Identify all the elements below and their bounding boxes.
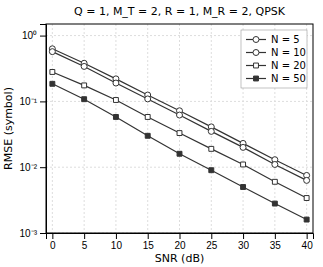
- y-axis-line: [40, 25, 47, 234]
- x-tick-mark: [275, 233, 276, 239]
- legend-label: N = 5: [271, 34, 300, 45]
- legend-label: N = 20: [271, 60, 306, 71]
- series-marker: [81, 63, 87, 69]
- series-marker: [272, 201, 277, 206]
- x-tick-mark: [243, 233, 244, 239]
- grid-line-x: [147, 24, 148, 233]
- x-tick-mark: [148, 233, 149, 239]
- chart: 051015202530354010⁻³10⁻²10⁻¹10⁰N = 5N = …: [0, 0, 323, 267]
- legend-item: N = 5: [246, 34, 300, 45]
- series-marker: [241, 162, 246, 167]
- y-tick-label: 10⁰: [22, 30, 37, 41]
- x-tick-mark: [52, 233, 53, 239]
- y-tick-mark: [40, 36, 46, 37]
- y-tick-mark: [40, 233, 46, 234]
- legend-marker: [253, 50, 259, 56]
- series-line: [52, 72, 306, 198]
- series-marker: [208, 128, 214, 134]
- y-axis: 10⁻³ 10⁻² 10⁻¹ 10⁰: [20, 25, 47, 239]
- legend-box: [241, 30, 307, 88]
- grid-line-x: [115, 24, 116, 233]
- series-marker: [50, 81, 55, 86]
- x-tick: 5: [82, 233, 88, 251]
- x-tick: 30: [238, 233, 250, 251]
- legend-item: N = 10: [246, 47, 306, 58]
- x-tick-label: 40: [302, 240, 314, 251]
- series-marker: [272, 179, 277, 184]
- y-tick-mark: [40, 167, 46, 168]
- y-tick: 10⁻²: [20, 162, 46, 173]
- y-tick: 10⁻¹: [20, 96, 46, 107]
- legend-label: N = 10: [271, 47, 306, 58]
- x-tick-mark: [307, 233, 308, 239]
- y-tick: 10⁻³: [20, 228, 46, 239]
- x-axis-line: [47, 234, 314, 240]
- grid-line-x: [52, 24, 53, 233]
- y-tick-label: 10⁻³: [20, 228, 38, 239]
- series-marker: [209, 168, 214, 173]
- series-marker: [209, 146, 214, 151]
- grid-line-x: [179, 24, 180, 233]
- x-tick-label: 35: [270, 240, 282, 251]
- x-tick-label: 5: [82, 240, 88, 251]
- series-marker: [177, 112, 183, 118]
- x-tick: 10: [111, 233, 123, 251]
- x-axis: 0 5 10 15 20 25 30 35 40: [47, 233, 314, 251]
- legend: N = 5 N = 10 N = 20 N = 50: [241, 30, 307, 88]
- x-tick-label: 0: [50, 240, 56, 251]
- series-marker: [82, 97, 87, 102]
- legend-marker: [254, 76, 259, 81]
- series-marker: [241, 185, 246, 190]
- series-line: [52, 84, 306, 220]
- legend-marker: [253, 37, 259, 43]
- x-tick-mark: [180, 233, 181, 239]
- y-tick-label: 10⁻²: [20, 162, 38, 173]
- title: Q = 1, M_T = 2, R = 1, M_R = 2, QPSK: [74, 5, 286, 18]
- legend-marker: [254, 63, 259, 68]
- series-marker: [49, 49, 55, 55]
- x-tick-label: 25: [206, 240, 218, 251]
- x-tick-label: 30: [238, 240, 250, 251]
- series-marker: [145, 96, 151, 102]
- series-marker: [177, 151, 182, 156]
- x-tick: 20: [174, 233, 186, 251]
- series-marker: [304, 196, 309, 201]
- series-marker: [145, 133, 150, 138]
- series-marker: [113, 98, 118, 103]
- y-axis-title: RMSE (symbol): [2, 87, 15, 170]
- x-axis-title: SNR (dB): [155, 252, 204, 265]
- plot-frame: [46, 24, 313, 233]
- series-marker: [113, 80, 119, 86]
- grid: [46, 24, 313, 233]
- legend-item: N = 20: [246, 60, 306, 71]
- x-tick: 25: [206, 233, 218, 251]
- series-marker: [50, 70, 55, 75]
- x-tick-mark: [116, 233, 117, 239]
- grid-line-x: [84, 24, 85, 233]
- legend-item: N = 50: [246, 73, 306, 84]
- series-marker: [82, 83, 87, 88]
- x-tick: 0: [50, 233, 56, 251]
- x-tick: 40: [302, 233, 314, 251]
- series-group: [49, 46, 309, 222]
- series-marker: [304, 177, 310, 183]
- x-tick-mark: [211, 233, 212, 239]
- y-tick: 10⁰: [22, 30, 46, 41]
- series-marker: [304, 217, 309, 222]
- x-tick-mark: [84, 233, 85, 239]
- y-tick-mark: [40, 101, 46, 102]
- legend-label: N = 50: [271, 73, 306, 84]
- x-tick-label: 15: [143, 240, 155, 251]
- series-marker: [240, 144, 246, 150]
- series-marker: [177, 131, 182, 136]
- plot-area: 051015202530354010⁻³10⁻²10⁻¹10⁰N = 5N = …: [20, 24, 314, 251]
- x-tick-label: 20: [174, 240, 186, 251]
- series-marker: [145, 115, 150, 120]
- x-tick: 15: [143, 233, 155, 251]
- y-tick-label: 10⁻¹: [20, 96, 38, 107]
- x-tick-label: 10: [111, 240, 123, 251]
- x-tick: 35: [270, 233, 282, 251]
- series-marker: [113, 115, 118, 120]
- series-marker: [272, 161, 278, 167]
